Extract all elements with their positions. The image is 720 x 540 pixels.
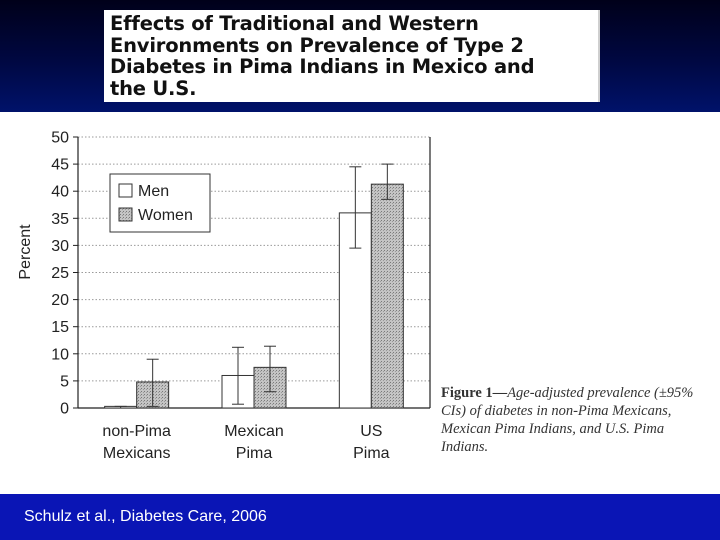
y-tick-label: 40 (51, 184, 69, 201)
x-category-label: Pima (353, 445, 390, 462)
y-tick-label: 20 (51, 292, 69, 309)
citation: Schulz et al., Diabetes Care, 2006 (24, 508, 267, 525)
y-tick-label: 50 (51, 130, 69, 147)
y-axis-label: Percent (17, 224, 34, 280)
bar-women (370, 183, 404, 409)
x-category-label: Mexicans (103, 445, 171, 462)
legend-swatch-men (118, 183, 133, 198)
footer-band: Schulz et al., Diabetes Care, 2006 (0, 494, 720, 540)
y-tick-label: 10 (51, 346, 69, 363)
y-tick-label: 25 (51, 265, 69, 282)
slide-title: Effects of Traditional and Western Envir… (110, 12, 535, 100)
legend-swatch-women (118, 207, 133, 222)
x-category-label: Mexican (224, 423, 284, 440)
y-tick-label: 35 (51, 211, 69, 228)
figure-caption: Figure 1—Age-adjusted prevalence (±95% C… (441, 384, 713, 456)
legend-label-women: Women (138, 207, 193, 224)
bar-chart: 0 5 10 15 20 25 30 35 40 45 50 non-Pima Mexicans Mexi… (17, 130, 431, 462)
y-tick-label: 0 (60, 401, 69, 418)
y-tick-label: 30 (51, 238, 69, 255)
legend: Men Women (109, 173, 211, 233)
y-tick-label: 45 (51, 157, 69, 174)
x-category-label: US (360, 423, 382, 440)
y-tick-label: 15 (51, 319, 69, 336)
legend-label-men: Men (138, 183, 169, 200)
x-category-label: non-Pima (102, 423, 171, 440)
caption-text: Age-adjusted prevalence (±95% CIs) of di… (441, 385, 694, 455)
x-category-label: Pima (236, 445, 273, 462)
y-tick-label: 5 (60, 373, 69, 390)
title-box: Effects of Traditional and Western Envir… (104, 10, 600, 102)
bars-layer (104, 163, 404, 409)
caption-figure-label: Figure 1— (441, 385, 508, 401)
axes-layer: 0 5 10 15 20 25 30 35 40 45 50 non-Pima Mexicans Mexi… (51, 130, 431, 462)
